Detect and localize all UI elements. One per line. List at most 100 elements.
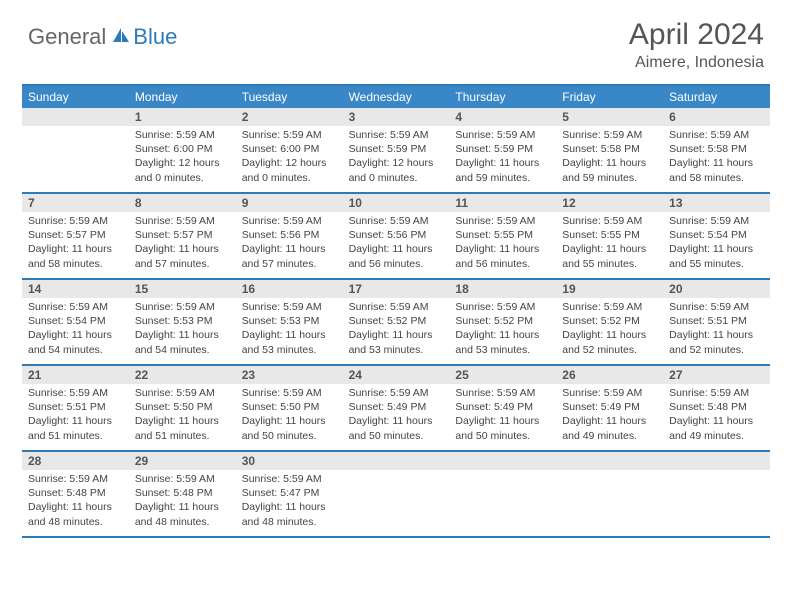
day-number [663,452,770,470]
day-detail-line: Daylight: 11 hours [455,414,550,428]
day-detail-line: and 0 minutes. [135,171,230,185]
day-number: 15 [129,280,236,298]
day-of-week-label: Friday [556,86,663,108]
day-detail-line: and 52 minutes. [669,343,764,357]
calendar-day-cell: 15Sunrise: 5:59 AMSunset: 5:53 PMDayligh… [129,280,236,364]
day-detail-line: Daylight: 12 hours [349,156,444,170]
day-detail-line: Sunrise: 5:59 AM [28,472,123,486]
day-details: Sunrise: 5:59 AMSunset: 5:59 PMDaylight:… [343,126,450,189]
day-details: Sunrise: 5:59 AMSunset: 5:50 PMDaylight:… [129,384,236,447]
day-detail-line: Sunset: 5:52 PM [455,314,550,328]
day-detail-line: Sunset: 5:48 PM [669,400,764,414]
day-number: 2 [236,108,343,126]
logo-text-blue: Blue [133,24,177,50]
day-detail-line: Sunrise: 5:59 AM [135,472,230,486]
day-number: 24 [343,366,450,384]
day-detail-line: and 56 minutes. [455,257,550,271]
day-number: 29 [129,452,236,470]
day-of-week-label: Thursday [449,86,556,108]
day-detail-line: Sunset: 5:57 PM [135,228,230,242]
day-detail-line: Daylight: 11 hours [562,156,657,170]
day-detail-line: Sunset: 5:49 PM [562,400,657,414]
calendar-day-cell: 19Sunrise: 5:59 AMSunset: 5:52 PMDayligh… [556,280,663,364]
day-detail-line: and 50 minutes. [242,429,337,443]
day-number: 26 [556,366,663,384]
day-detail-line: Sunrise: 5:59 AM [135,300,230,314]
day-detail-line: Sunset: 5:49 PM [349,400,444,414]
day-detail-line: Sunset: 5:55 PM [455,228,550,242]
calendar-day-cell: 26Sunrise: 5:59 AMSunset: 5:49 PMDayligh… [556,366,663,450]
day-detail-line: and 0 minutes. [349,171,444,185]
logo: General Blue [28,24,177,50]
calendar-week-row: 1Sunrise: 5:59 AMSunset: 6:00 PMDaylight… [22,108,770,194]
day-detail-line: Sunrise: 5:59 AM [669,214,764,228]
day-details: Sunrise: 5:59 AMSunset: 5:58 PMDaylight:… [556,126,663,189]
day-detail-line: Sunset: 5:58 PM [669,142,764,156]
calendar-day-cell: 20Sunrise: 5:59 AMSunset: 5:51 PMDayligh… [663,280,770,364]
calendar-day-cell: 23Sunrise: 5:59 AMSunset: 5:50 PMDayligh… [236,366,343,450]
day-details: Sunrise: 5:59 AMSunset: 6:00 PMDaylight:… [129,126,236,189]
day-detail-line: and 57 minutes. [135,257,230,271]
calendar-day-cell: 5Sunrise: 5:59 AMSunset: 5:58 PMDaylight… [556,108,663,192]
day-details: Sunrise: 5:59 AMSunset: 5:51 PMDaylight:… [22,384,129,447]
day-number: 5 [556,108,663,126]
day-number: 17 [343,280,450,298]
day-detail-line: Sunrise: 5:59 AM [562,128,657,142]
day-of-week-label: Wednesday [343,86,450,108]
day-detail-line: Daylight: 11 hours [669,328,764,342]
day-detail-line: Sunrise: 5:59 AM [562,386,657,400]
day-detail-line: Sunset: 5:48 PM [28,486,123,500]
calendar-day-cell [343,452,450,536]
day-detail-line: Sunrise: 5:59 AM [349,300,444,314]
day-details: Sunrise: 5:59 AMSunset: 6:00 PMDaylight:… [236,126,343,189]
day-number: 8 [129,194,236,212]
day-number: 7 [22,194,129,212]
day-details: Sunrise: 5:59 AMSunset: 5:52 PMDaylight:… [449,298,556,361]
day-detail-line: Sunrise: 5:59 AM [242,128,337,142]
day-details: Sunrise: 5:59 AMSunset: 5:52 PMDaylight:… [343,298,450,361]
day-detail-line: and 53 minutes. [349,343,444,357]
day-detail-line: and 48 minutes. [135,515,230,529]
day-details: Sunrise: 5:59 AMSunset: 5:51 PMDaylight:… [663,298,770,361]
day-detail-line: and 51 minutes. [28,429,123,443]
day-number [22,108,129,126]
day-number: 21 [22,366,129,384]
day-number: 13 [663,194,770,212]
day-detail-line: Sunset: 5:53 PM [135,314,230,328]
day-details: Sunrise: 5:59 AMSunset: 5:56 PMDaylight:… [236,212,343,275]
day-number: 16 [236,280,343,298]
calendar-day-cell: 13Sunrise: 5:59 AMSunset: 5:54 PMDayligh… [663,194,770,278]
day-detail-line: Sunset: 5:56 PM [242,228,337,242]
day-number: 9 [236,194,343,212]
day-detail-line: Sunrise: 5:59 AM [455,300,550,314]
day-detail-line: Sunset: 5:49 PM [455,400,550,414]
day-of-week-label: Saturday [663,86,770,108]
day-details: Sunrise: 5:59 AMSunset: 5:52 PMDaylight:… [556,298,663,361]
day-detail-line: Sunset: 5:52 PM [562,314,657,328]
day-details: Sunrise: 5:59 AMSunset: 5:54 PMDaylight:… [22,298,129,361]
calendar-day-cell [556,452,663,536]
day-number: 10 [343,194,450,212]
day-details: Sunrise: 5:59 AMSunset: 5:48 PMDaylight:… [663,384,770,447]
day-detail-line: and 52 minutes. [562,343,657,357]
day-number: 20 [663,280,770,298]
day-number: 11 [449,194,556,212]
day-detail-line: Sunset: 6:00 PM [242,142,337,156]
day-detail-line: and 50 minutes. [455,429,550,443]
day-number: 3 [343,108,450,126]
day-detail-line: Sunset: 5:52 PM [349,314,444,328]
day-detail-line: and 54 minutes. [135,343,230,357]
day-detail-line: and 0 minutes. [242,171,337,185]
day-details: Sunrise: 5:59 AMSunset: 5:53 PMDaylight:… [129,298,236,361]
day-details: Sunrise: 5:59 AMSunset: 5:49 PMDaylight:… [556,384,663,447]
day-number: 6 [663,108,770,126]
calendar-day-cell: 14Sunrise: 5:59 AMSunset: 5:54 PMDayligh… [22,280,129,364]
day-detail-line: Daylight: 11 hours [135,500,230,514]
day-number: 23 [236,366,343,384]
calendar-day-cell: 22Sunrise: 5:59 AMSunset: 5:50 PMDayligh… [129,366,236,450]
calendar-week-row: 28Sunrise: 5:59 AMSunset: 5:48 PMDayligh… [22,452,770,538]
day-detail-line: Sunset: 5:56 PM [349,228,444,242]
day-detail-line: Sunrise: 5:59 AM [669,128,764,142]
calendar-day-cell: 25Sunrise: 5:59 AMSunset: 5:49 PMDayligh… [449,366,556,450]
day-detail-line: Daylight: 11 hours [28,500,123,514]
